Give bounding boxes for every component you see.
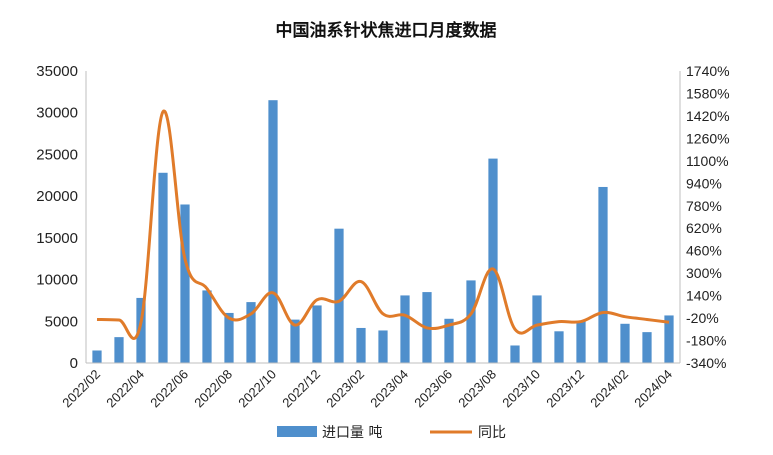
bar — [334, 228, 344, 363]
bar — [246, 302, 256, 363]
bar — [664, 315, 674, 363]
left-tick-label: 35000 — [36, 63, 78, 80]
bar — [620, 323, 630, 363]
right-tick-label: 460% — [686, 243, 722, 259]
bar — [224, 312, 234, 363]
bar-series — [92, 100, 674, 363]
x-tick-label: 2022/06 — [147, 367, 191, 411]
bar — [400, 295, 410, 363]
left-y-axis: 0 5000 10000 15000 20000 25000 30000 35000 — [36, 63, 87, 372]
x-tick-label: 2022/10 — [235, 367, 279, 411]
bar — [158, 172, 168, 363]
bar — [576, 321, 586, 363]
bar — [378, 330, 388, 363]
left-tick-label: 20000 — [36, 188, 78, 205]
bar — [444, 318, 454, 363]
x-tick-label: 2022/12 — [279, 367, 323, 411]
bar — [202, 290, 212, 363]
right-tick-label: 1260% — [686, 130, 730, 146]
bar — [312, 305, 322, 363]
right-tick-label: 300% — [686, 265, 722, 281]
right-tick-label: 1420% — [686, 108, 730, 124]
x-tick-label: 2023/06 — [411, 367, 455, 411]
chart-title: 中国油系针状焦进口月度数据 — [276, 20, 497, 41]
right-tick-label: 940% — [686, 175, 722, 191]
bar — [114, 337, 124, 363]
x-tick-label: 2023/10 — [499, 367, 543, 411]
bar — [136, 297, 146, 363]
left-tick-label: 30000 — [36, 105, 78, 122]
right-tick-label: -180% — [686, 333, 726, 349]
bar — [532, 295, 542, 363]
legend-bar-label: 进口量 吨 — [322, 425, 382, 441]
x-axis: 2022/02 2022/04 2022/06 2022/08 2022/10 2022/… — [59, 362, 680, 411]
x-tick-label: 2024/04 — [631, 367, 675, 411]
bar — [598, 186, 608, 363]
legend: 进口量 吨 同比 — [277, 425, 506, 441]
bar — [466, 280, 476, 363]
right-tick-label: 1740% — [686, 63, 730, 79]
x-tick-label: 2022/08 — [191, 367, 235, 411]
right-tick-label: 620% — [686, 220, 722, 236]
left-tick-label: 5000 — [45, 313, 78, 330]
left-tick-label: 10000 — [36, 272, 78, 289]
legend-line-label: 同比 — [478, 425, 506, 441]
x-tick-label: 2023/02 — [323, 367, 367, 411]
bar — [554, 331, 564, 363]
right-tick-label: -340% — [686, 355, 726, 371]
bar — [268, 100, 278, 363]
line-path — [96, 109, 670, 340]
x-tick-label: 2023/04 — [367, 367, 411, 411]
right-y-axis: -340% -180% -20% 140% 300% 460% 620% 780% 940% 11… — [679, 63, 730, 371]
legend-bar-swatch — [277, 426, 317, 437]
x-tick-label: 2022/04 — [103, 367, 147, 411]
x-tick-label: 2023/08 — [455, 367, 499, 411]
bar — [92, 350, 102, 363]
line-series — [96, 109, 670, 340]
right-tick-label: 1580% — [686, 85, 730, 101]
right-tick-label: 1100% — [686, 153, 729, 169]
bar — [510, 345, 520, 363]
left-tick-label: 0 — [70, 355, 78, 372]
right-tick-label: -20% — [686, 310, 719, 326]
x-tick-label: 2023/12 — [543, 367, 587, 411]
bar — [488, 158, 498, 363]
left-tick-label: 25000 — [36, 146, 78, 163]
bar — [356, 327, 366, 363]
x-tick-label: 2024/02 — [587, 367, 631, 411]
bar — [642, 332, 652, 363]
left-tick-label: 15000 — [36, 230, 78, 247]
bar — [290, 319, 300, 363]
bar — [180, 204, 190, 363]
right-tick-label: 140% — [686, 288, 722, 304]
right-tick-label: 780% — [686, 198, 722, 214]
x-tick-label: 2022/02 — [59, 367, 103, 411]
